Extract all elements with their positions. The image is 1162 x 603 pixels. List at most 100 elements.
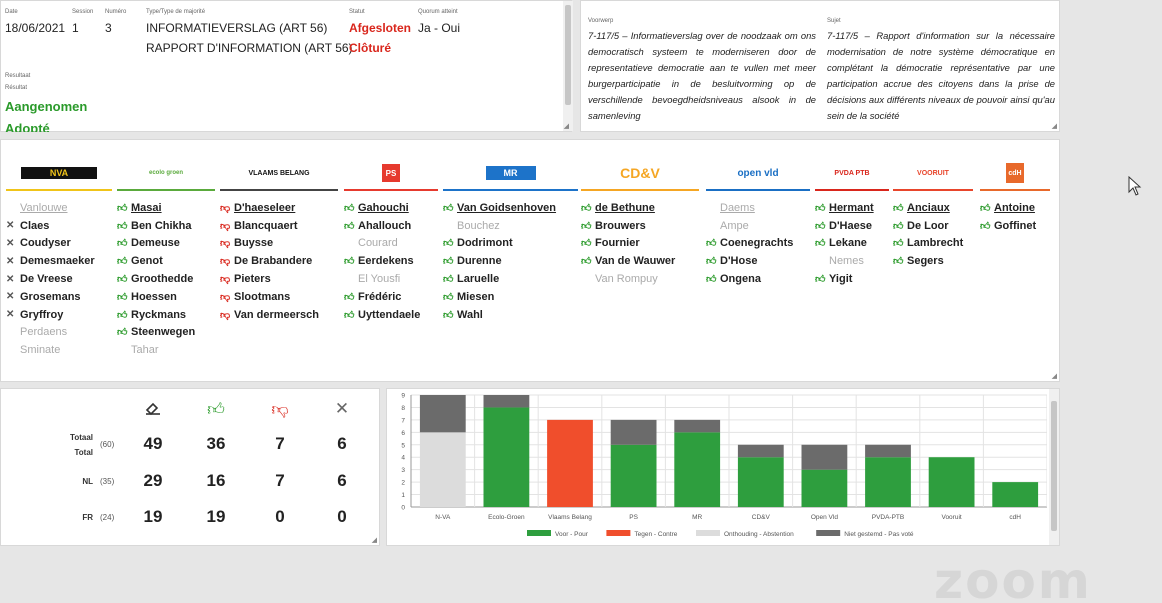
member-yes[interactable]: 👍︎ Ongena bbox=[706, 270, 810, 288]
member-absent[interactable]: El Yousfi bbox=[344, 270, 438, 288]
info-scrollbar-thumb[interactable] bbox=[565, 5, 571, 105]
party-logo-text: NVA bbox=[21, 167, 97, 179]
thumbs-up-icon: 👍︎ bbox=[443, 291, 454, 303]
type-label: Type/Type de majorité bbox=[146, 9, 206, 15]
member-absent[interactable]: Tahar bbox=[117, 341, 215, 359]
member-yes[interactable]: 👍︎ Demeuse bbox=[117, 235, 215, 253]
fr-no: 0 bbox=[275, 507, 285, 526]
member-yes[interactable]: 👍︎ Miesen bbox=[443, 288, 578, 306]
member-yes[interactable]: 👍︎ Van Goidsenhoven bbox=[443, 199, 578, 217]
member-yes[interactable]: 👍︎ Durenne bbox=[443, 252, 578, 270]
member-name: De Loor bbox=[907, 219, 949, 232]
member-no[interactable]: 👎︎ D'haeseleer bbox=[220, 199, 338, 217]
member-absent[interactable]: Perdaens bbox=[6, 324, 112, 342]
party-logo-text: CD&V bbox=[618, 163, 662, 183]
member-yes[interactable]: 👍︎ Lekane bbox=[815, 235, 889, 253]
member-yes[interactable]: 👍︎ Segers bbox=[893, 252, 973, 270]
resize-handle-icon[interactable]: ◢ bbox=[563, 123, 569, 130]
party-color-line bbox=[980, 189, 1050, 191]
resize-handle-icon[interactable]: ◢ bbox=[371, 537, 377, 544]
member-yes[interactable]: 👍︎ Coenegrachts bbox=[706, 235, 810, 253]
session-label: Session bbox=[72, 9, 94, 15]
member-yes[interactable]: 👍︎ Uyttendaele bbox=[344, 306, 438, 324]
member-yes[interactable]: 👍︎ Ahallouch bbox=[344, 217, 438, 235]
bar-segment bbox=[801, 444, 848, 470]
member-name: Lambrecht bbox=[907, 237, 964, 250]
member-no[interactable]: 👎︎ Van dermeersch bbox=[220, 306, 338, 324]
member-absent[interactable]: Nemes bbox=[815, 252, 889, 270]
member-abstain[interactable]: ✕ Grosemans bbox=[6, 288, 112, 306]
party-column: MR 👍︎ Van Goidsenhoven Bouchez 👍︎ Dodrimont 👍︎… bbox=[443, 160, 578, 324]
member-yes[interactable]: 👍︎ Yigit bbox=[815, 270, 889, 288]
member-yes[interactable]: 👍︎ Goffinet bbox=[980, 217, 1050, 235]
member-abstain[interactable]: ✕ De Vreese bbox=[6, 270, 112, 288]
member-abstain[interactable]: ✕ Coudyser bbox=[6, 235, 112, 253]
member-yes[interactable]: 👍︎ Hermant bbox=[815, 199, 889, 217]
member-yes[interactable]: 👍︎ De Loor bbox=[893, 217, 973, 235]
member-yes[interactable]: 👍︎ Antoine bbox=[980, 199, 1050, 217]
chart-scrollbar[interactable] bbox=[1049, 389, 1059, 545]
member-yes[interactable]: 👍︎ Brouwers bbox=[581, 217, 699, 235]
member-yes[interactable]: 👍︎ de Bethune bbox=[581, 199, 699, 217]
member-no[interactable]: 👎︎ Pieters bbox=[220, 270, 338, 288]
member-yes[interactable]: 👍︎ D'Haese bbox=[815, 217, 889, 235]
member-abstain[interactable]: ✕ Gryffroy bbox=[6, 306, 112, 324]
member-absent[interactable]: Bouchez bbox=[443, 217, 578, 235]
member-yes[interactable]: 👍︎ Genot bbox=[117, 252, 215, 270]
member-name: Ampe bbox=[720, 219, 749, 232]
member-yes[interactable]: 👍︎ Hoessen bbox=[117, 288, 215, 306]
vote-info-panel: Date 18/06/2021 Session 1 Numéro 3 Type/… bbox=[0, 0, 573, 132]
member-yes[interactable]: 👍︎ Gahouchi bbox=[344, 199, 438, 217]
member-no[interactable]: 👎︎ Slootmans bbox=[220, 288, 338, 306]
resize-handle-icon[interactable]: ◢ bbox=[1051, 373, 1057, 380]
thumbs-down-icon: 👎︎ bbox=[271, 400, 289, 419]
member-yes[interactable]: 👍︎ D'Hose bbox=[706, 252, 810, 270]
member-absent[interactable]: Daems bbox=[706, 199, 810, 217]
member-no[interactable]: 👎︎ Buysse bbox=[220, 235, 338, 253]
member-yes[interactable]: 👍︎ Fournier bbox=[581, 235, 699, 253]
member-absent[interactable]: Van Rompuy bbox=[581, 270, 699, 288]
party-logo-text: open vld bbox=[735, 164, 781, 182]
member-name: Ongena bbox=[720, 273, 761, 286]
party-column: open vld Daems Ampe 👍︎ Coenegrachts 👍︎ D'Hose 👍… bbox=[706, 160, 810, 288]
member-yes[interactable]: 👍︎ Wahl bbox=[443, 306, 578, 324]
thumbs-up-icon: 👍︎ bbox=[980, 202, 991, 214]
member-yes[interactable]: 👍︎ Groothedde bbox=[117, 270, 215, 288]
member-absent[interactable]: Ampe bbox=[706, 217, 810, 235]
member-no[interactable]: 👎︎ De Brabandere bbox=[220, 252, 338, 270]
member-yes[interactable]: 👍︎ Dodrimont bbox=[443, 235, 578, 253]
member-name: Anciaux bbox=[907, 201, 950, 214]
quorum-label: Quorum atteint bbox=[418, 9, 458, 15]
member-yes[interactable]: 👍︎ Van de Wauwer bbox=[581, 252, 699, 270]
member-name: Van Rompuy bbox=[595, 273, 658, 286]
thumbs-up-icon: 👍︎ bbox=[117, 327, 128, 339]
member-name: Durenne bbox=[457, 255, 502, 268]
member-absent[interactable]: Sminate bbox=[6, 341, 112, 359]
votes-bar-chart: 0 1 2 3 4 5 6 7 8 9 N-VA Ecolo-Groen Vlaams Belang PS… bbox=[401, 393, 1047, 538]
thumbs-up-icon: 👍︎ bbox=[815, 238, 826, 250]
member-yes[interactable]: 👍︎ Frédéric bbox=[344, 288, 438, 306]
member-yes[interactable]: 👍︎ Laruelle bbox=[443, 270, 578, 288]
member-absent[interactable]: Vanlouwe bbox=[6, 199, 112, 217]
member-yes[interactable]: 👍︎ Steenwegen bbox=[117, 324, 215, 342]
totaal-label: Totaal bbox=[70, 433, 93, 442]
member-abstain[interactable]: ✕ Claes bbox=[6, 217, 112, 235]
member-yes[interactable]: 👍︎ Lambrecht bbox=[893, 235, 973, 253]
member-absent[interactable]: Courard bbox=[344, 235, 438, 253]
resize-handle-icon[interactable]: ◢ bbox=[1051, 123, 1057, 130]
member-no[interactable]: 👎︎ Blancquaert bbox=[220, 217, 338, 235]
info-scrollbar[interactable] bbox=[563, 1, 573, 131]
bar-segment bbox=[737, 457, 784, 507]
member-name: Lekane bbox=[829, 237, 867, 250]
x-tick-label: CD&V bbox=[752, 514, 771, 521]
member-yes[interactable]: 👍︎ Ben Chikha bbox=[117, 217, 215, 235]
result-fr: Adopté bbox=[5, 121, 50, 132]
member-yes[interactable]: 👍︎ Ryckmans bbox=[117, 306, 215, 324]
chart-scrollbar-thumb[interactable] bbox=[1051, 401, 1057, 531]
thumbs-up-icon: 👍︎ bbox=[344, 309, 355, 321]
member-yes[interactable]: 👍︎ Masai bbox=[117, 199, 215, 217]
bar-segment bbox=[737, 444, 784, 458]
member-abstain[interactable]: ✕ Demesmaeker bbox=[6, 252, 112, 270]
member-yes[interactable]: 👍︎ Anciaux bbox=[893, 199, 973, 217]
member-yes[interactable]: 👍︎ Eerdekens bbox=[344, 252, 438, 270]
